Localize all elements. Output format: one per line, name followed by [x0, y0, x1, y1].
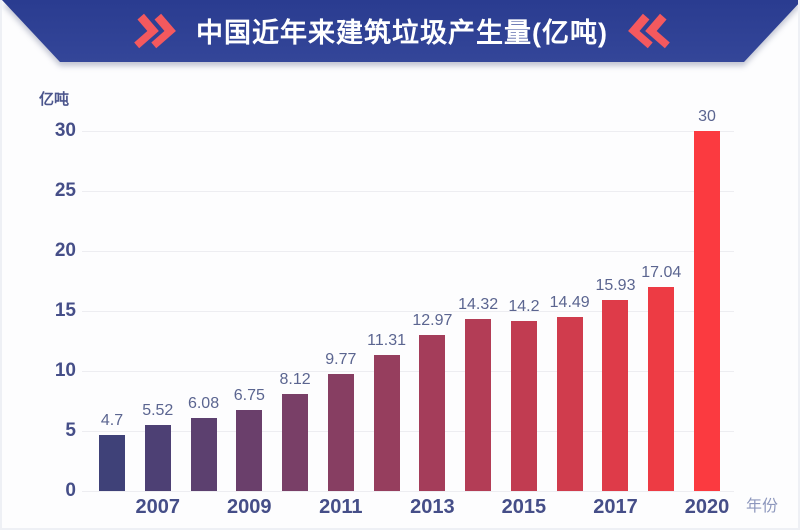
- bar-value-label: 6.75: [233, 387, 265, 404]
- bar: [144, 424, 171, 491]
- x-axis-name-label: 年份: [746, 498, 779, 515]
- bar: [419, 335, 446, 491]
- y-tick-label-15: 15: [54, 300, 76, 321]
- x-tick-label-2009: 2009: [227, 496, 272, 518]
- y-axis-unit-label: 亿吨: [39, 91, 70, 108]
- bar-value-label: 14.49: [549, 294, 590, 312]
- gridline-0: [82, 491, 734, 492]
- bar-value-label: 12.97: [412, 312, 453, 330]
- y-tick-label-20: 20: [54, 240, 76, 261]
- chart-title: 中国近年来建筑垃圾产生量(亿吨): [196, 17, 608, 48]
- bar: [327, 373, 354, 491]
- bar-value-label: 4.7: [100, 411, 124, 429]
- bar: [602, 299, 629, 491]
- gridline-5: [82, 431, 734, 432]
- bar-value-label: 6.08: [187, 395, 220, 413]
- gridline-25: [82, 191, 734, 192]
- gridline-20: [82, 251, 734, 252]
- title-banner: 中国近年来建筑垃圾产生量(亿吨): [2, 0, 798, 70]
- y-tick-label-5: 5: [65, 420, 76, 441]
- double-chevron-right-icon: [134, 13, 176, 49]
- bar-value-label: 30: [698, 108, 716, 125]
- y-tick-label-0: 0: [65, 480, 76, 501]
- bar-value-label: 9.77: [325, 350, 357, 368]
- bar-value-label: 15.93: [595, 276, 636, 294]
- bar: [373, 355, 400, 491]
- y-tick-label-30: 30: [54, 120, 76, 141]
- title-banner-trapezoid: 中国近年来建筑垃圾产生量(亿吨): [2, 0, 798, 62]
- bar: [236, 410, 263, 491]
- gridline-15: [82, 311, 734, 312]
- bar: [556, 317, 583, 491]
- x-tick-label-2013: 2013: [410, 496, 455, 518]
- y-tick-label-25: 25: [54, 180, 76, 201]
- gridline-10: [82, 371, 734, 372]
- double-chevron-left-icon: [628, 13, 670, 49]
- y-tick-label-10: 10: [54, 360, 76, 381]
- x-tick-label-2015: 2015: [501, 496, 547, 518]
- bar: [648, 286, 675, 491]
- bar: [694, 131, 720, 491]
- bar-value-label: 11.31: [367, 332, 407, 350]
- x-tick-label-2020: 2020: [684, 496, 730, 518]
- bar-value-label: 14.32: [458, 296, 499, 314]
- bar-value-label: 5.52: [142, 401, 174, 419]
- bar: [510, 320, 537, 491]
- bar-value-label: 14.2: [508, 297, 540, 315]
- gridline-30: [82, 131, 734, 132]
- bar: [465, 319, 492, 491]
- bar: [190, 418, 217, 491]
- bar-chart: 0 5 10 15 20 25 30 4.7 5.52 2007 6.08 6.75 2009 8.12 9…: [2, 62, 798, 528]
- x-tick-label-2011: 2011: [319, 496, 363, 518]
- bar: [99, 434, 125, 491]
- bar: [282, 393, 309, 491]
- x-tick-label-2017: 2017: [593, 496, 638, 518]
- x-tick-label-2007: 2007: [135, 496, 181, 518]
- bar-value-label: 17.04: [641, 263, 682, 281]
- bar-value-label: 8.12: [279, 370, 311, 388]
